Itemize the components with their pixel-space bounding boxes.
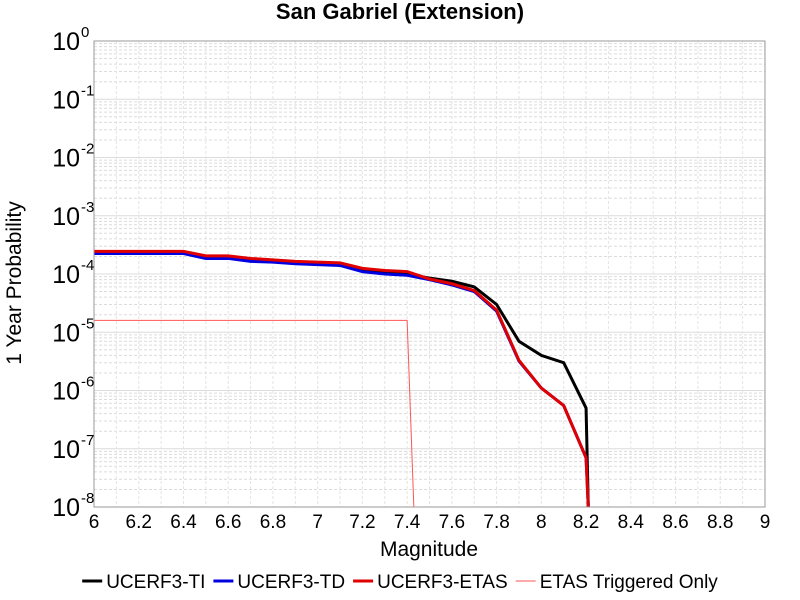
legend: UCERF3-TI UCERF3-TD UCERF3-ETAS ETAS Trigge… <box>82 572 718 593</box>
y-tick-exponent: -6 <box>81 374 94 391</box>
plot-frame <box>93 40 766 508</box>
x-tick-label: 6.4 <box>170 512 197 533</box>
grid <box>93 41 766 508</box>
chart-title: San Gabriel (Extension) <box>276 0 524 24</box>
y-tick-label: 10 <box>52 145 80 173</box>
y-tick-exponent: 0 <box>81 24 89 41</box>
x-tick-labels: 6 6.2 6.4 6.6 6.8 7 7.2 7.4 7.6 7.8 8 8.2 8.4 8.6 8.8 9 <box>89 512 771 533</box>
y-tick-exponent: -5 <box>81 315 94 332</box>
y-tick-exponent: -4 <box>81 257 94 274</box>
x-tick-label: 7.6 <box>439 512 465 533</box>
y-tick-label: 10 <box>52 261 80 289</box>
legend-label: UCERF3-TI <box>106 572 205 593</box>
x-tick-label: 8 <box>536 512 547 533</box>
y-tick-label: 10 <box>52 28 80 56</box>
y-tick-label: 10 <box>52 378 80 406</box>
series-line-etas-triggered-only <box>94 319 415 508</box>
y-tick-exponent: -7 <box>81 432 94 449</box>
y-tick-exponent: -2 <box>81 141 94 158</box>
legend-label: UCERF3-ETAS <box>377 572 508 593</box>
x-tick-label: 7.8 <box>483 512 509 533</box>
x-tick-label: 7.2 <box>349 512 375 533</box>
x-tick-label: 6.8 <box>260 512 286 533</box>
legend-item: ETAS Triggered Only <box>515 572 719 593</box>
y-tick-label: 10 <box>52 86 80 114</box>
y-axis-label: 1 Year Probability <box>3 201 26 365</box>
x-tick-label: 8.4 <box>618 512 645 533</box>
series-lines <box>94 249 590 508</box>
y-tick-exponent: -8 <box>81 490 94 507</box>
legend-item: UCERF3-ETAS <box>353 572 508 593</box>
legend-item: UCERF3-TD <box>213 572 345 593</box>
x-tick-label: 6.6 <box>215 512 241 533</box>
y-tick-label: 10 <box>52 494 80 522</box>
x-axis-label: Magnitude <box>380 538 478 561</box>
y-tick-label: 10 <box>52 319 80 347</box>
y-tick-exponent: -1 <box>81 82 94 99</box>
y-tick-label: 10 <box>52 436 80 464</box>
y-tick-exponent: -3 <box>81 199 94 216</box>
x-tick-label: 6.2 <box>126 512 152 533</box>
x-tick-label: 8.2 <box>573 512 599 533</box>
series-line-ucerf3-etas <box>94 249 590 508</box>
x-tick-label: 7.4 <box>394 512 421 533</box>
x-tick-label: 8.8 <box>707 512 733 533</box>
legend-label: ETAS Triggered Only <box>540 572 719 593</box>
x-tick-label: 9 <box>760 512 771 533</box>
x-tick-label: 7 <box>312 512 323 533</box>
legend-label: UCERF3-TD <box>237 572 345 593</box>
y-tick-label: 10 <box>52 203 80 231</box>
x-tick-label: 8.6 <box>662 512 688 533</box>
legend-item: UCERF3-TI <box>82 572 205 593</box>
x-tick-label: 6 <box>89 512 100 533</box>
